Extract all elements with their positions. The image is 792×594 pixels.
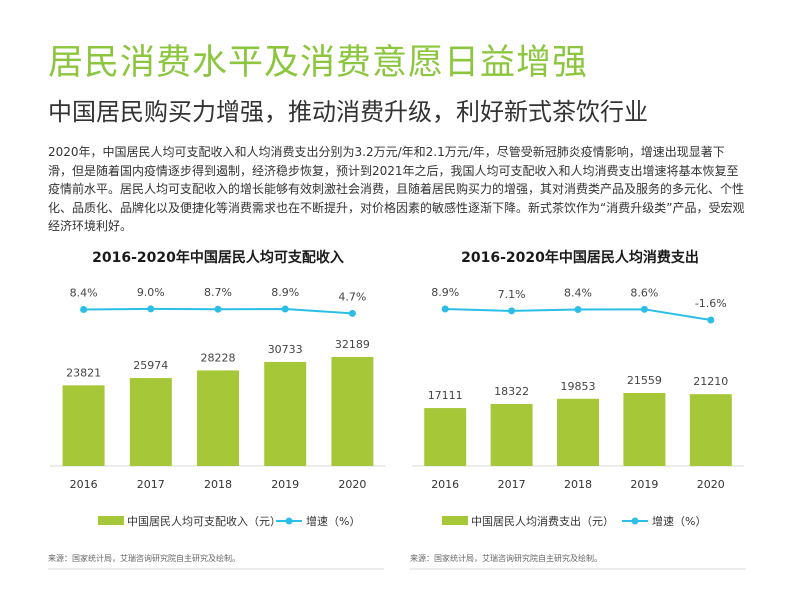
x-tick-label: 2018 [204, 478, 232, 491]
growth-value-label: 4.7% [338, 290, 366, 303]
growth-value-label: 8.4% [70, 287, 98, 300]
growth-point-2019 [640, 305, 648, 313]
legend-line-marker [285, 517, 293, 525]
bar-2018 [557, 398, 599, 466]
bar-2019 [264, 361, 307, 466]
legend-line-label: 增速（%） [306, 514, 360, 528]
legend-line-marker [631, 517, 639, 525]
x-tick-label: 2020 [338, 478, 366, 491]
bar-value-label: 25974 [133, 359, 168, 372]
growth-point-2020 [348, 309, 356, 317]
bar-2016 [424, 408, 467, 466]
bar-2016 [62, 385, 105, 466]
legend-bar-label: 中国居民人均可支配收入（元） [127, 514, 281, 528]
legend-line-label: 增速（%） [652, 514, 706, 528]
bar-value-label: 30733 [268, 343, 303, 356]
chart-title: 2016-2020年中国居民人均可支配收入 [92, 249, 344, 266]
page-title: 居民消费水平及消费意愿日益增强 [48, 43, 589, 83]
legend-bar-swatch [442, 516, 468, 525]
source-note: 来源：国家统计局，艾瑞咨询研究院自主研究及绘制。 [410, 553, 602, 563]
x-tick-label: 2017 [498, 478, 526, 491]
legend-bar-swatch [98, 516, 124, 525]
growth-value-label: 8.9% [271, 286, 299, 299]
bar-2017 [490, 403, 533, 466]
bar-group: 23821 25974 28228 30733 32189 [62, 338, 374, 466]
x-tick-group: 2016 2017 2018 2019 2020 [431, 478, 725, 491]
growth-value-label: 8.6% [630, 286, 658, 299]
x-tick-label: 2016 [70, 478, 98, 491]
growth-value-label: 8.7% [204, 286, 232, 299]
bar-value-label: 19853 [561, 380, 596, 393]
chart-disposable-income: 2016-2020年中国居民人均可支配收入 23821 25974 28228 307… [48, 249, 386, 570]
source-note: 来源：国家统计局，艾瑞咨询研究院自主研究及绘制。 [48, 553, 240, 563]
x-tick-label: 2016 [431, 478, 459, 491]
growth-value-label: 7.1% [498, 288, 526, 301]
bar-value-label: 23821 [66, 366, 101, 379]
growth-value-label: 9.0% [137, 286, 165, 299]
bar-2020 [689, 394, 732, 466]
x-tick-group: 2016 2017 2018 2019 2020 [70, 478, 367, 491]
bar-value-label: 18322 [494, 385, 529, 398]
growth-point-2017 [508, 307, 516, 315]
growth-value-label: 8.4% [564, 287, 592, 300]
intro-paragraph: 2020年，中国居民人均可支配收入和人均消费支出分别为3.2万元/年和2.1万元… [48, 145, 745, 233]
bar-value-label: 17111 [428, 389, 463, 402]
x-tick-label: 2020 [697, 478, 725, 491]
x-tick-label: 2019 [630, 478, 658, 491]
chart-title: 2016-2020年中国居民人均消费支出 [461, 249, 699, 266]
legend: 中国居民人均可支配收入（元） 增速（%） [98, 514, 360, 528]
growth-value-label: 8.9% [431, 286, 459, 299]
x-tick-label: 2019 [271, 478, 299, 491]
bar-group: 17111 18322 19853 21559 21210 [424, 374, 732, 466]
bar-value-label: 21559 [627, 374, 662, 387]
bar-2017 [129, 378, 172, 466]
bar-value-label: 21210 [693, 375, 728, 388]
growth-point-2017 [147, 305, 155, 313]
bar-2020 [331, 357, 374, 466]
x-tick-label: 2018 [564, 478, 592, 491]
growth-value-label: -1.6% [695, 297, 727, 310]
growth-point-2018 [214, 305, 222, 313]
growth-point-2019 [281, 305, 289, 313]
legend: 中国居民人均消费支出（元） 增速（%） [442, 514, 706, 528]
growth-point-2018 [574, 306, 582, 314]
page-subtitle: 中国居民购买力增强，推动消费升级，利好新式茶饮行业 [48, 98, 648, 126]
x-tick-label: 2017 [137, 478, 165, 491]
bar-value-label: 28228 [201, 351, 236, 364]
growth-point-2016 [80, 306, 88, 314]
growth-line-layer: 8.9% 7.1% 8.4% 8.6% -1.6% [431, 286, 727, 324]
bar-2018 [197, 370, 239, 466]
growth-line-layer: 8.4% 9.0% 8.7% 8.9% 4.7% [70, 286, 366, 317]
growth-point-2020 [707, 316, 715, 324]
chart-consumption-expenditure: 2016-2020年中国居民人均消费支出 17111 18322 19853 2155… [410, 249, 746, 570]
growth-point-2016 [441, 305, 449, 313]
bar-value-label: 32189 [335, 338, 370, 351]
bar-2019 [623, 393, 666, 466]
legend-bar-label: 中国居民人均消费支出（元） [471, 514, 614, 528]
